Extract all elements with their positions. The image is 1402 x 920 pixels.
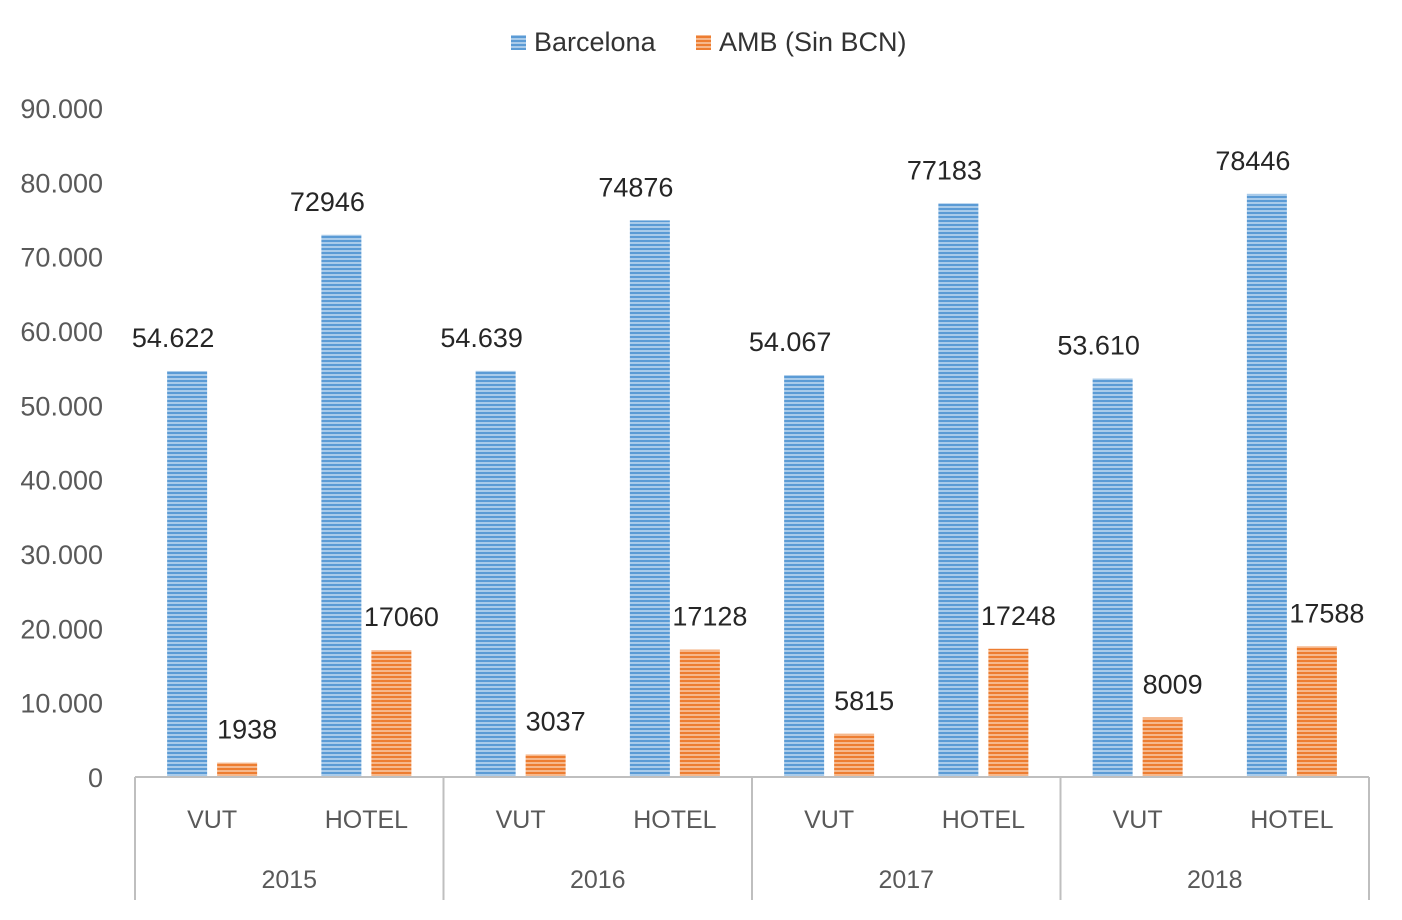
y-tick-label: 10.000	[20, 689, 103, 719]
bar-barcelona	[1092, 378, 1133, 777]
data-label-barcelona: 54.067	[749, 327, 832, 357]
data-label-amb: 17588	[1289, 598, 1364, 628]
y-tick-label: 60.000	[20, 317, 103, 347]
bar-amb	[525, 754, 566, 777]
data-label-amb: 17060	[364, 602, 439, 632]
legend-swatch-barcelona	[511, 35, 526, 50]
data-label-amb: 5815	[834, 686, 894, 716]
y-tick-label: 30.000	[20, 540, 103, 570]
x-category-label: VUT	[187, 806, 237, 834]
x-category-label: HOTEL	[325, 806, 408, 834]
data-label-barcelona: 53.610	[1057, 330, 1140, 360]
data-label-barcelona: 72946	[290, 187, 365, 217]
x-category-label: VUT	[804, 806, 854, 834]
data-label-barcelona: 54.639	[440, 323, 523, 353]
x-category-label: HOTEL	[1250, 806, 1333, 834]
bar-barcelona	[167, 370, 208, 777]
y-tick-label: 70.000	[20, 243, 103, 273]
legend-swatch-amb	[696, 35, 711, 50]
bar-barcelona	[475, 370, 516, 777]
data-label-barcelona: 77183	[907, 155, 982, 185]
y-axis: 0 10.000 20.000 30.000 40.000 50.000 60.000 70.…	[20, 94, 103, 793]
legend-label-amb: AMB (Sin BCN)	[719, 27, 907, 57]
data-label-barcelona: 78446	[1215, 146, 1290, 176]
x-category-label: VUT	[1113, 806, 1163, 834]
y-tick-label: 90.000	[20, 94, 103, 124]
bar-barcelona	[629, 220, 670, 777]
data-label-barcelona: 74876	[598, 172, 673, 202]
x-axis: VUT HOTEL 2015 VUT HOTEL 2016 VUT HOTEL 2017 VUT H…	[134, 776, 1370, 900]
bar-barcelona	[938, 203, 979, 777]
bar-amb	[217, 762, 258, 777]
bar-amb	[679, 649, 720, 777]
y-tick-label: 0	[88, 763, 103, 793]
data-label-amb: 17248	[981, 601, 1056, 631]
y-tick-label: 20.000	[20, 614, 103, 644]
data-label-amb: 17128	[672, 602, 747, 632]
data-label-amb: 3037	[526, 706, 586, 736]
bar-amb	[834, 733, 875, 777]
data-labels: 54.622 1938 72946 17060 54.639 3037 74876 17128…	[132, 146, 1365, 745]
x-year-label: 2017	[878, 866, 934, 894]
x-category-label: HOTEL	[942, 806, 1025, 834]
x-category-label: VUT	[496, 806, 546, 834]
x-year-label: 2018	[1187, 866, 1243, 894]
bar-amb	[1142, 717, 1183, 777]
data-label-amb: 8009	[1143, 669, 1203, 699]
bar-barcelona	[321, 234, 362, 777]
bar-barcelona	[1246, 193, 1287, 777]
x-year-label: 2015	[261, 866, 317, 894]
legend: Barcelona AMB (Sin BCN)	[511, 27, 907, 57]
y-tick-label: 50.000	[20, 391, 103, 421]
y-tick-label: 80.000	[20, 168, 103, 198]
y-tick-label: 40.000	[20, 466, 103, 496]
legend-label-barcelona: Barcelona	[534, 27, 657, 57]
data-label-barcelona: 54.622	[132, 323, 215, 353]
bars	[167, 193, 1337, 777]
x-category-label: HOTEL	[633, 806, 716, 834]
bar-amb	[1296, 646, 1337, 777]
x-year-label: 2016	[570, 866, 626, 894]
bar-amb	[988, 648, 1029, 777]
bar-amb	[371, 650, 412, 777]
bar-barcelona	[784, 375, 825, 777]
data-label-amb: 1938	[217, 715, 277, 745]
